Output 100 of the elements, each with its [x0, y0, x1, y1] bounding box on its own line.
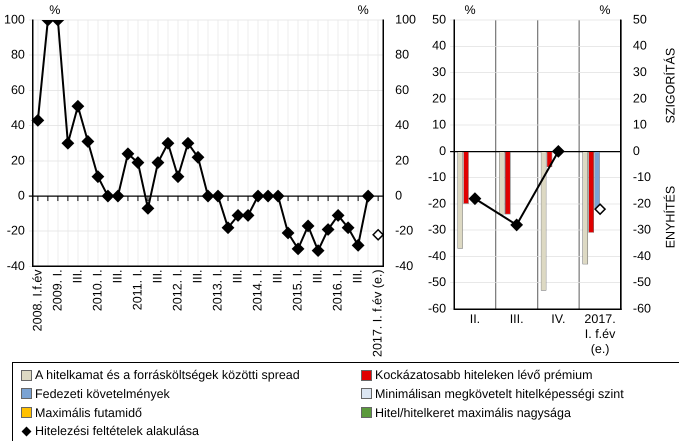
point — [192, 151, 204, 164]
legend-label: Hitelezési feltételek alakulása — [34, 423, 200, 440]
point — [362, 190, 374, 202]
y-tick-label: -40 — [428, 248, 446, 263]
x-tick-label: IV. — [551, 312, 566, 326]
point — [292, 242, 304, 255]
point — [142, 202, 154, 214]
point — [312, 244, 324, 257]
legend-label: Minimálisan megkövetelt hitelképességi szint — [374, 386, 625, 403]
legend-label: Maximális futamidő — [34, 404, 143, 422]
y-tick-label: 10 — [432, 118, 446, 132]
y2-tick-label: 60 — [10, 82, 25, 97]
y2-tick-label: -50 — [632, 275, 652, 290]
y-tick-label: -30 — [428, 222, 446, 237]
point — [252, 190, 264, 202]
point — [552, 145, 564, 158]
x-tick-label: III. — [70, 269, 84, 284]
x-tick-label: III. — [110, 269, 124, 284]
y-tick-label: -20 — [395, 224, 414, 238]
point — [262, 190, 274, 202]
y-tick-label: 50 — [432, 12, 446, 26]
x-tick-label: 2008. I.f.év — [30, 268, 44, 332]
y2-tick-label: -60 — [632, 301, 652, 316]
y-tick-label: -60 — [428, 301, 446, 316]
y2-tick-label: -40 — [6, 258, 25, 273]
x-tick-label: 2015. I. — [290, 269, 305, 312]
point — [112, 190, 124, 202]
point — [62, 137, 74, 150]
point — [102, 190, 114, 202]
y2-tick-label: -40 — [632, 248, 652, 263]
y2-tick-label: -20 — [632, 196, 652, 210]
text: ENYHÍTÉS — [663, 186, 678, 248]
point — [322, 223, 334, 236]
point — [272, 190, 284, 202]
x-tick-label: III. — [230, 269, 244, 284]
point — [342, 222, 354, 234]
legend-label: Kockázatosabb hiteleken lévő prémium — [374, 367, 594, 384]
y-tick-label: -50 — [428, 275, 446, 290]
legend-label: Hitel/hitelkeret maximális nagysága — [374, 404, 572, 422]
point — [202, 190, 214, 202]
point — [92, 170, 104, 183]
point — [282, 227, 294, 240]
y-tick-label: 40 — [432, 38, 446, 53]
y-tick-label: 40 — [395, 118, 410, 132]
y-tick-label: 20 — [432, 91, 446, 106]
y2-tick-label: 30 — [632, 65, 647, 79]
x-tick-label: 2016. I. — [330, 269, 345, 312]
point — [122, 148, 134, 160]
point — [82, 135, 94, 148]
y-tick-label: 30 — [432, 65, 446, 79]
y-tick-label: 100 — [395, 12, 416, 26]
point — [162, 137, 174, 150]
x-tick-label: III. — [310, 269, 325, 284]
point — [72, 100, 84, 112]
y2-tick-label: 20 — [10, 153, 25, 168]
x-tick-label: III. — [270, 269, 285, 284]
y2-tick-label: 0 — [18, 188, 25, 202]
x-tick-label: III. — [350, 269, 365, 284]
y2-tick-label: 0 — [632, 144, 640, 158]
legend-label: Fedezeti követelmények — [34, 386, 171, 403]
y-tick-label: 80 — [395, 48, 410, 62]
x-tick-label: II. — [470, 312, 480, 326]
y2-tick-label: 40 — [632, 38, 647, 53]
y2-axis-title: SZIGORÍTÁS — [663, 48, 678, 124]
y2-tick-label: 20 — [632, 91, 647, 106]
y2-tick-label: -30 — [632, 222, 652, 237]
point — [352, 239, 364, 252]
point — [232, 209, 244, 222]
x-tick-label: 2009. I. — [50, 269, 64, 312]
y-tick-label: 20 — [395, 153, 410, 168]
legend-label: A hitelkamat és a forrásköltségek közötti spread — [34, 367, 301, 384]
point — [212, 190, 224, 202]
y-tick-label: -20 — [428, 196, 446, 210]
text: % — [358, 3, 369, 18]
point — [372, 229, 384, 241]
point — [132, 156, 144, 169]
text: % — [599, 3, 610, 18]
point — [182, 137, 194, 150]
x-tick-label: 2011. I. — [130, 269, 144, 310]
y-tick-label: 0 — [439, 144, 446, 158]
y2-tick-label: 80 — [10, 48, 25, 62]
point — [468, 192, 481, 205]
x-tick-label: 2013. I. — [210, 269, 224, 312]
point — [222, 222, 234, 234]
text: % — [464, 3, 476, 18]
y2-tick-label: -20 — [6, 224, 25, 238]
x-tick-label: III. — [150, 269, 164, 284]
x-tick-label: 2017. I. f.év (e.) — [584, 312, 616, 356]
point — [152, 156, 164, 169]
y2-tick-label: -10 — [632, 170, 652, 184]
point — [332, 209, 344, 222]
y2-tick-label: 100 — [4, 12, 25, 26]
point — [302, 220, 314, 232]
point — [510, 218, 523, 231]
y-tick-label: 0 — [395, 188, 402, 202]
x-tick-label: 2010. I. — [90, 269, 104, 312]
x-tick-label: 2014. I. — [250, 269, 264, 312]
y2-tick-label: 50 — [632, 12, 647, 26]
y2-tick-label: 40 — [10, 118, 25, 132]
point — [242, 209, 254, 222]
